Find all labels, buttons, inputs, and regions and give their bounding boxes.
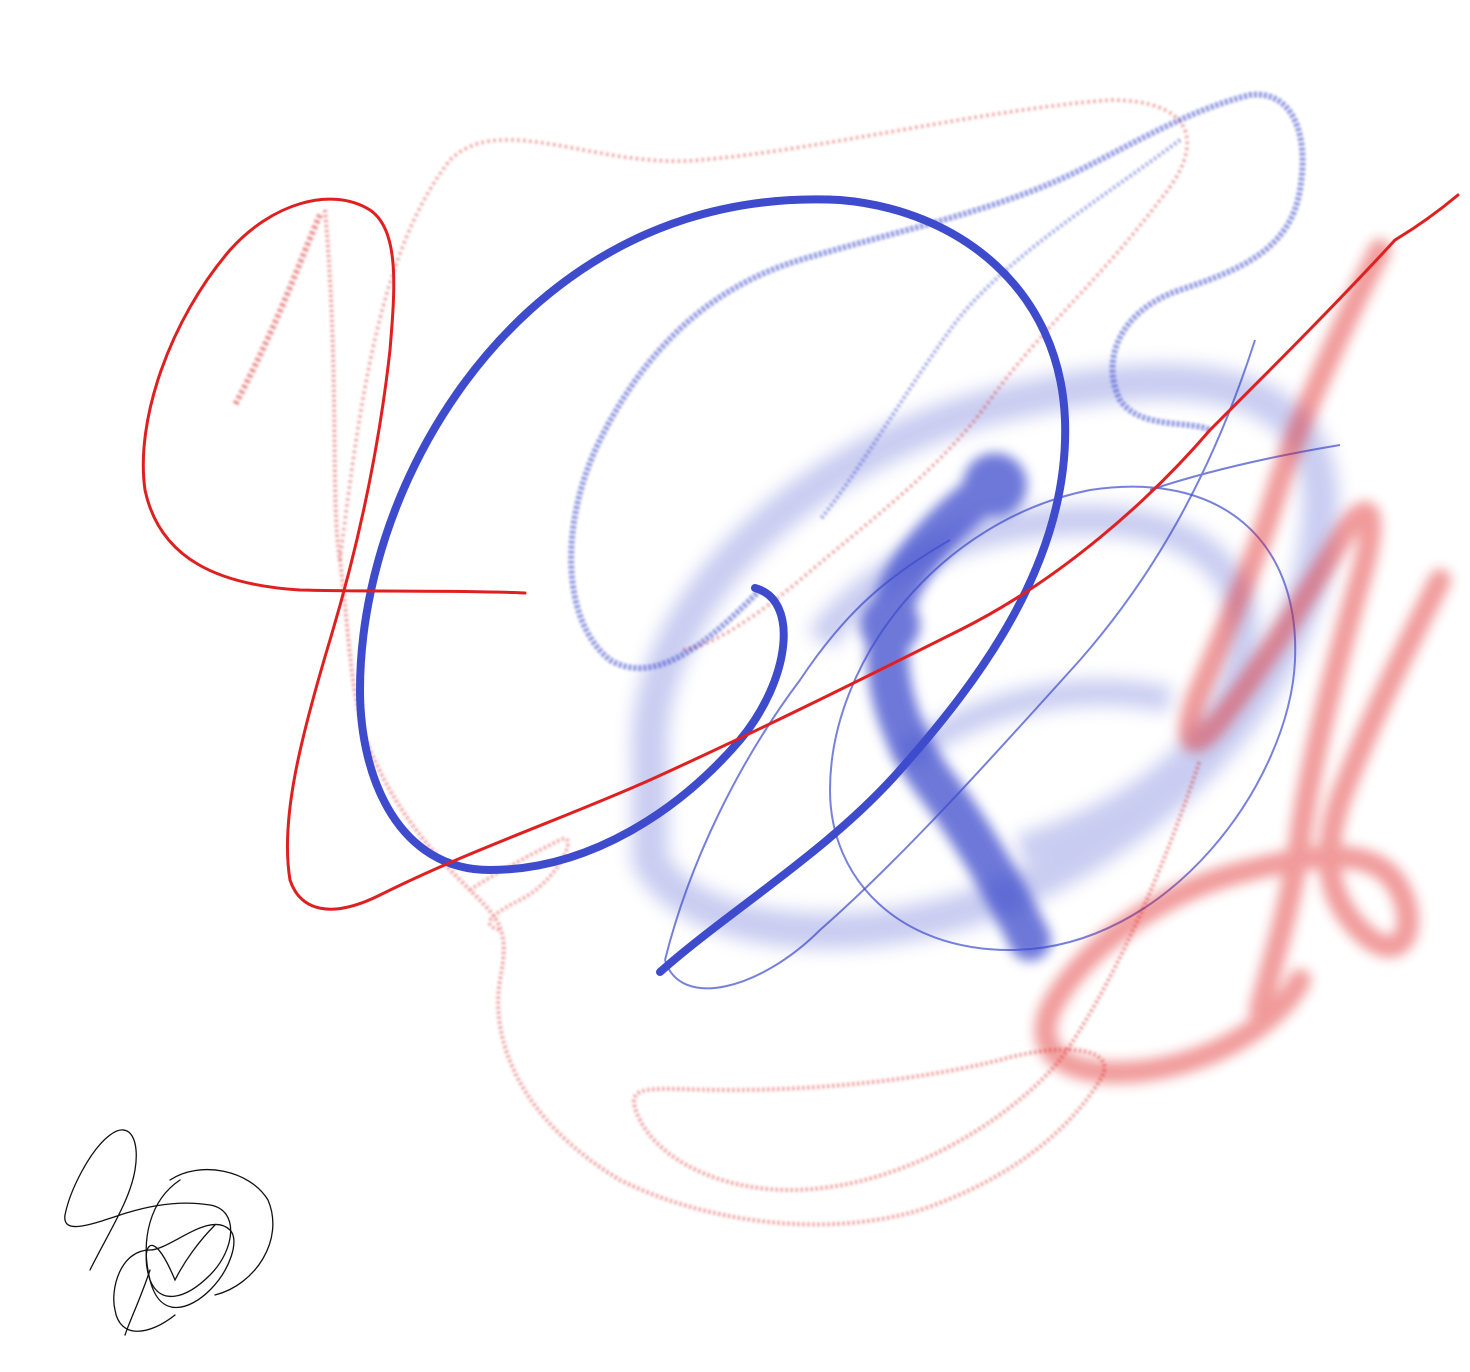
red-airbrush-scribble [1034, 239, 1451, 1084]
signature [64, 1129, 274, 1336]
blue-thin-ellipse [828, 485, 1297, 952]
red-dotted-outline [232, 98, 1202, 1227]
blue-blob-stroke [860, 453, 1051, 961]
red-loop-pen [141, 197, 527, 911]
blue-dotted-loop [568, 91, 1306, 672]
blue-thin-lines [664, 339, 1341, 990]
blue-bold-loop [355, 195, 1070, 976]
